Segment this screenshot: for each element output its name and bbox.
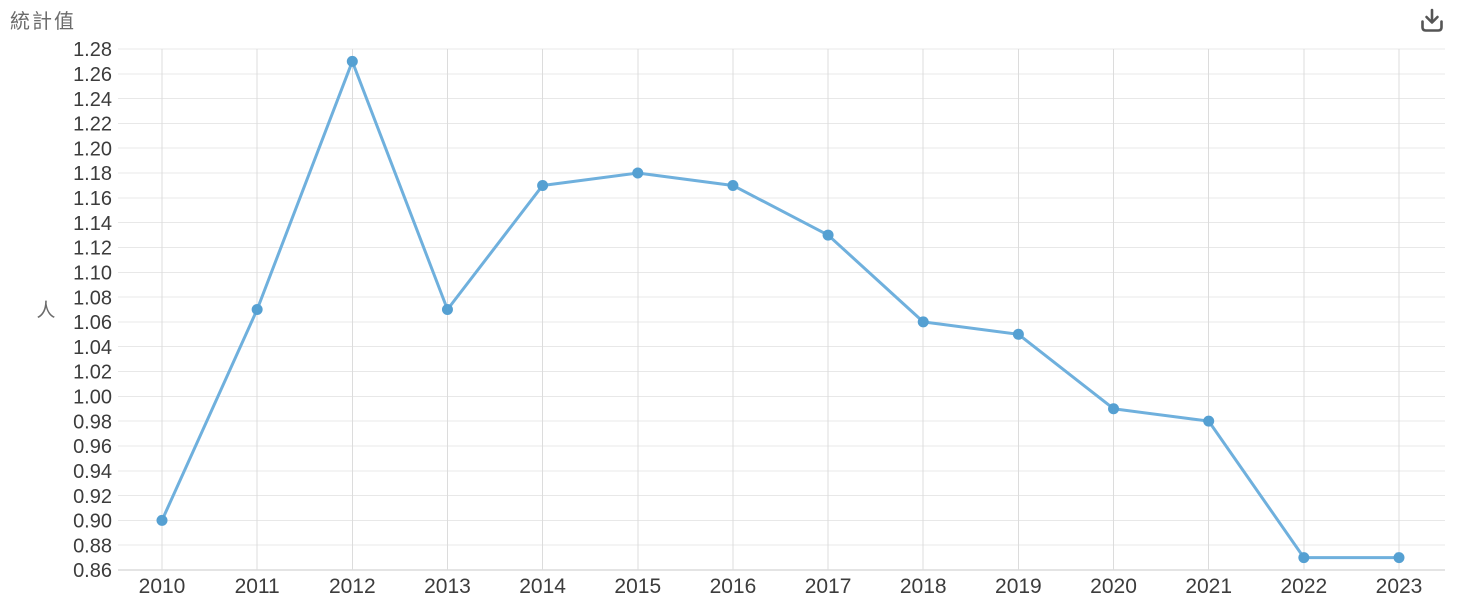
x-tick-label: 2017 [805, 575, 852, 598]
x-tick-label: 2023 [1376, 575, 1423, 598]
y-tick-label: 1.28 [73, 39, 112, 61]
y-tick-label: 0.88 [73, 535, 112, 557]
x-tick-label: 2019 [995, 575, 1042, 598]
data-point[interactable] [1393, 552, 1405, 564]
y-tick-label: 0.96 [73, 436, 112, 458]
y-tick-label: 0.94 [73, 461, 112, 483]
data-point[interactable] [727, 179, 739, 191]
data-point[interactable] [537, 179, 549, 191]
x-tick-label: 2014 [519, 575, 566, 598]
y-tick-label: 1.22 [73, 114, 112, 136]
x-tick-label: 2022 [1280, 575, 1327, 598]
y-tick-label: 1.16 [73, 188, 112, 210]
y-tick-label: 1.04 [73, 337, 112, 359]
data-point[interactable] [156, 514, 168, 526]
x-tick-label: 2011 [235, 575, 280, 598]
y-tick-label: 1.08 [73, 287, 112, 309]
y-tick-label: 1.10 [73, 262, 112, 284]
x-tick-label: 2020 [1090, 575, 1137, 598]
y-tick-label: 1.00 [73, 387, 112, 409]
data-point[interactable] [346, 55, 358, 67]
y-tick-label: 1.06 [73, 312, 112, 334]
y-tick-label: 1.24 [73, 89, 112, 111]
data-point[interactable] [1298, 552, 1310, 564]
y-tick-label: 1.02 [73, 362, 112, 384]
y-axis-label: 人 [36, 300, 55, 322]
y-tick-label: 1.14 [73, 213, 112, 235]
x-tick-label: 2013 [424, 575, 471, 598]
data-point[interactable] [1108, 403, 1120, 415]
y-tick-label: 0.92 [73, 486, 112, 508]
y-tick-label: 1.20 [73, 138, 112, 160]
x-tick-label: 2021 [1185, 575, 1232, 598]
y-tick-label: 1.18 [73, 163, 112, 185]
series-line [160, 59, 1401, 560]
x-tick-label: 2015 [614, 575, 661, 598]
y-tick-label: 0.90 [73, 511, 112, 533]
x-tick-label: 2012 [329, 575, 376, 598]
save-as-image-button[interactable] [1416, 5, 1448, 37]
y-tick-label: 0.98 [73, 411, 112, 433]
data-point[interactable] [917, 316, 929, 328]
data-point[interactable] [1012, 328, 1024, 340]
x-tick-label: 2018 [900, 575, 947, 598]
x-tick-label: 2010 [139, 575, 186, 598]
download-icon [1421, 8, 1443, 32]
y-tick-label: 1.12 [73, 238, 112, 260]
y-tick-label: 0.86 [73, 560, 112, 582]
data-point[interactable] [1203, 415, 1215, 427]
x-tick-label: 2016 [710, 575, 757, 598]
data-point[interactable] [822, 229, 834, 241]
data-point[interactable] [251, 304, 263, 315]
chart-title: 統計值 [10, 11, 76, 33]
data-point[interactable] [632, 167, 644, 179]
y-tick-label: 1.26 [73, 64, 112, 86]
data-point[interactable] [441, 304, 453, 315]
